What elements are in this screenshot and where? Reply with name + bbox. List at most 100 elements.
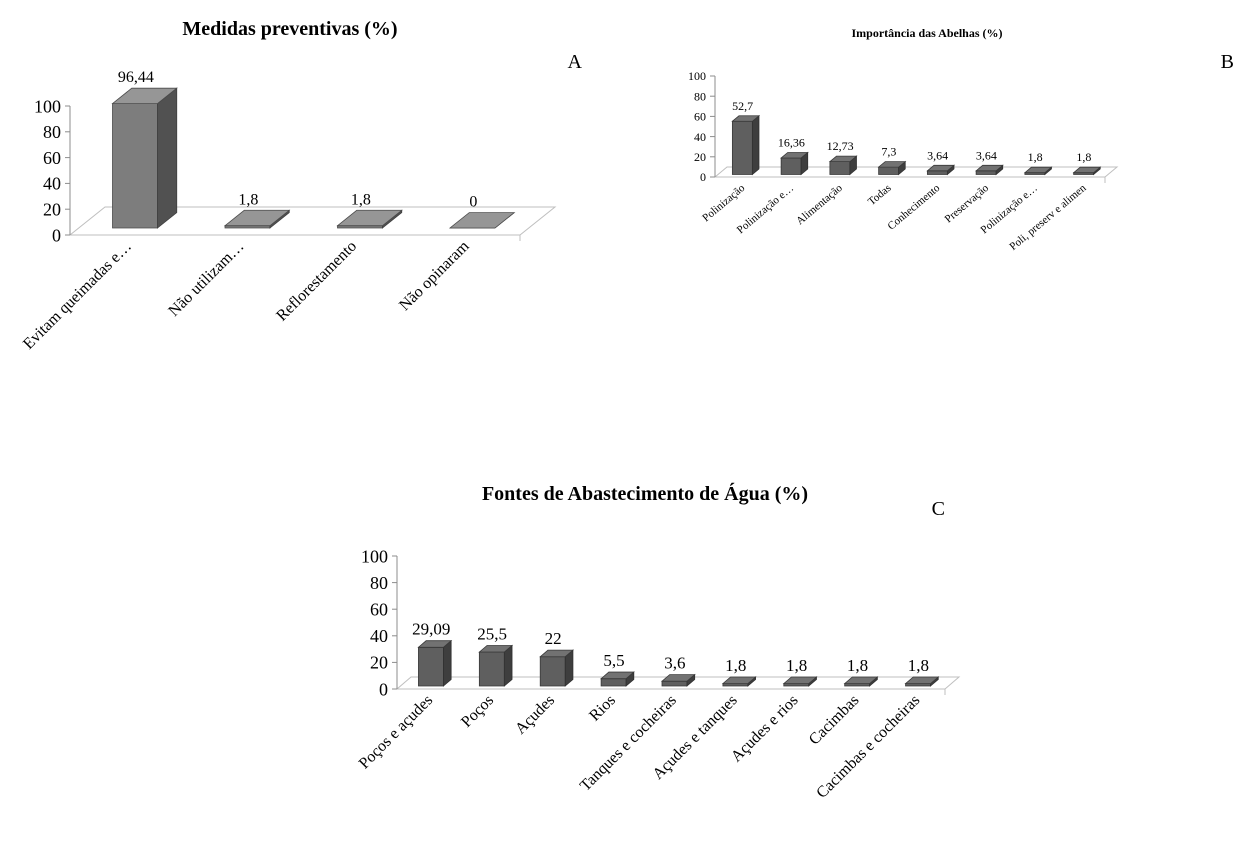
bar-top [843,676,879,685]
bar-7 [1023,166,1053,176]
bar-7 [782,676,818,687]
bar-6 [721,676,757,687]
value-label: 52,7 [732,99,753,113]
bar-top [780,152,809,159]
bar-front [600,678,627,687]
value-label: 16,36 [778,135,805,149]
category-label: Cacimbas e cocheiras [813,692,923,802]
panel-letter: C [932,498,945,520]
bar-top [223,209,291,227]
y-tick-label: 40 [694,130,706,144]
chart-title: Fontes de Abastecimento de Água (%) [482,482,808,505]
value-label: 22 [545,629,562,648]
bar-side [157,87,178,229]
category-label: Não opinaram [396,237,473,314]
y-tick-label: 60 [370,600,388,620]
y-tick-label: 0 [379,679,388,699]
value-label: 12,73 [827,139,854,153]
chart-fontes-abastecimento: C Fontes de Abastecimento de Água (%) 0 20 4… [356,482,961,802]
floor-plane [68,206,557,236]
category-label: Evitam queimadas e… [20,238,135,353]
value-label: 1,8 [1076,150,1091,164]
bar-front [478,651,505,687]
bar-3 [336,209,403,229]
value-label: 5,5 [603,651,624,670]
value-label: 29,09 [412,620,450,639]
value-label: 0 [469,194,477,211]
category-label: Todas [866,182,894,208]
chart-importancia-abelhas: B Importância das Abelhas (%) 0 20 40 60 80 100… [688,26,1234,253]
bar-8 [843,676,879,687]
bar-top [782,676,818,685]
bar-9 [904,676,940,687]
y-tick-label: 80 [370,573,388,593]
y-tick-label: 20 [694,150,706,164]
panel-letter: A [568,51,583,73]
bar-top [448,212,516,229]
chart-title: Medidas preventivas (%) [182,18,397,40]
bar-top [1072,166,1102,174]
value-label: 1,8 [238,191,258,208]
value-label: 3,6 [664,654,685,673]
value-label: 96,44 [118,69,154,86]
bar-2 [478,644,514,687]
category-label: Preservação [943,182,992,226]
bar-top [721,676,757,685]
bar-top [904,676,940,685]
bar-top [926,164,956,172]
y-tick-label: 100 [361,546,388,566]
bar-front [731,120,753,175]
value-label: 7,3 [881,145,896,159]
y-tick-label: 60 [43,148,61,168]
bar-1 [111,87,178,229]
bar-top [478,645,514,653]
bar-5 [926,164,956,176]
y-tick-label: 40 [370,626,388,646]
category-label: Não utilizam… [165,238,247,320]
bar-top [975,164,1004,172]
bar-3 [539,649,575,687]
bar-2 [223,209,291,229]
y-tick-label: 100 [34,96,61,116]
bar-top [600,671,635,680]
bar-top [660,674,696,682]
value-label: 1,8 [786,656,807,675]
bar-top [731,115,761,122]
bar-front [780,157,802,175]
floor-plane [713,166,1119,178]
y-tick-label: 100 [688,69,706,83]
category-label: Açudes [512,692,558,738]
bar-6 [975,164,1004,176]
bar-top [828,155,858,163]
bar-front [878,166,900,175]
value-label: 3,64 [976,148,997,162]
bar-front [661,680,688,687]
y-tick-label: 80 [43,122,61,142]
category-label: Conhecimento [885,182,942,233]
bar-front [539,656,566,687]
bar-2 [780,151,809,176]
y-tick-label: 20 [370,653,388,673]
bar-side [443,639,452,687]
y-tick-label: 80 [694,89,706,103]
chart-medidas-preventivas: A Medidas preventivas (%) 0 20 40 60 80 100 96,4… [20,18,583,353]
value-label: 25,5 [477,624,507,643]
value-label: 1,8 [1028,150,1043,164]
bar-4 [877,160,907,176]
bar-front [418,646,444,687]
panel-letter: B [1221,51,1234,73]
bar-top [336,209,403,227]
category-label: Poços [458,692,497,731]
bar-front [829,161,851,175]
category-label: Alimentação [794,182,845,228]
category-label: Polinização [700,182,747,224]
category-label: Cacimbas [806,692,863,749]
bar-8 [1072,166,1102,176]
value-label: 1,8 [725,656,746,675]
category-label: Reflorestamento [273,238,360,325]
bar-3 [828,155,858,176]
bar-4 [448,212,516,229]
category-label: Rios [586,692,619,725]
bar-4 [600,671,635,687]
